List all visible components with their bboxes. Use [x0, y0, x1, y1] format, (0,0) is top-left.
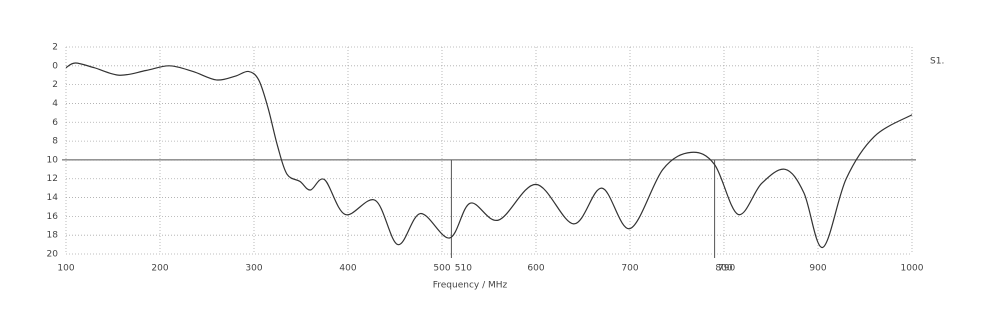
y-tick-label: 12 [47, 174, 58, 184]
x-tick-label: 100 [57, 264, 74, 274]
x-axis-label: Frequency / MHz [433, 281, 508, 291]
x-tick-label: 500 [433, 264, 450, 274]
x-tick-label: 800 [715, 264, 732, 274]
y-tick-label: 18 [47, 231, 59, 241]
y-tick-label: 2 [52, 43, 58, 53]
x-tick-label: 1000 [901, 264, 924, 274]
x-tick-label: 900 [809, 264, 826, 274]
y-tick-label: 16 [47, 212, 59, 222]
x-tick-label: 600 [527, 264, 544, 274]
marker-label: 510 [455, 264, 472, 274]
y-tick-label: 10 [47, 155, 59, 165]
y-tick-label: 0 [52, 61, 58, 71]
y-tick-label: 2 [52, 80, 58, 90]
marker-label: 790 [718, 264, 735, 274]
x-tick-label: 700 [621, 264, 638, 274]
y-tick-label: 14 [47, 193, 59, 203]
x-tick-label: 400 [339, 264, 356, 274]
y-tick-label: 8 [52, 137, 58, 147]
x-tick-label: 300 [245, 264, 262, 274]
series-line [65, 62, 913, 249]
y-tick-label: 4 [52, 99, 58, 109]
y-tick-label: 20 [47, 250, 59, 260]
y-tick-label: 6 [52, 118, 58, 128]
legend-label: S1. [930, 57, 944, 67]
x-tick-label: 200 [151, 264, 168, 274]
